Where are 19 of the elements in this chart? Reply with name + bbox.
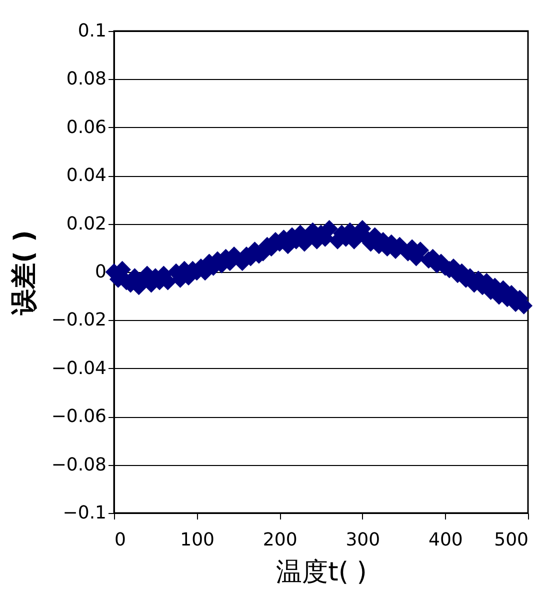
x-tick-label: 500 [494, 530, 528, 550]
y-tick-label: −0.06 [51, 406, 106, 428]
x-tick-label: 100 [180, 530, 214, 550]
y-axis-title: 误差( ) [9, 230, 40, 316]
y-tick-label: −0.02 [51, 310, 106, 331]
x-tick-label: 300 [346, 530, 380, 550]
x-tick-label: 0 [114, 530, 126, 550]
y-tick-label: 0.08 [66, 68, 106, 90]
y-tick-label: −0.1 [62, 502, 106, 524]
y-tick-label: 0.02 [66, 213, 106, 234]
y-tick-label: −0.08 [51, 454, 106, 476]
y-tick-label: −0.04 [51, 358, 106, 379]
x-tick-label: 200 [262, 530, 298, 550]
y-tick-label: 0.1 [78, 20, 106, 42]
x-tick-label: 400 [428, 530, 463, 550]
x-axis-title: 温度t( ) [276, 558, 367, 588]
y-tick-label: 0 [95, 262, 106, 282]
y-tick-label: 0.04 [66, 165, 106, 186]
y-tick-label: 0.06 [66, 116, 106, 138]
